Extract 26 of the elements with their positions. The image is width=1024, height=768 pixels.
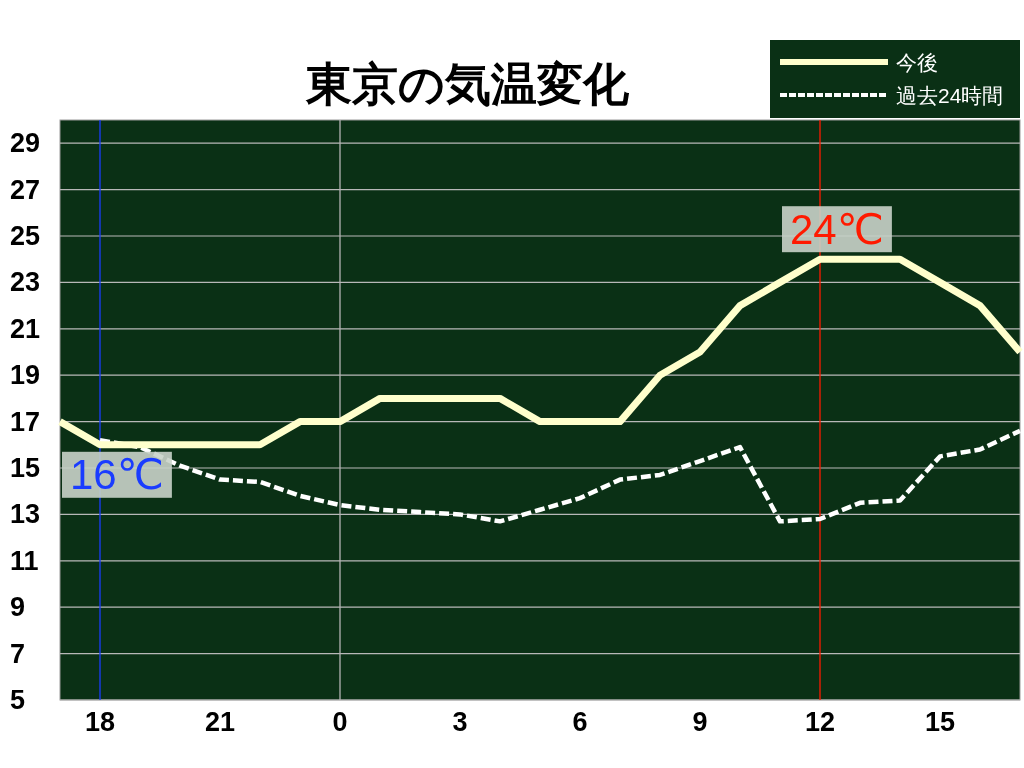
x-tick-label: 21 [204,707,236,737]
y-tick-label: 7 [10,638,26,669]
y-tick-label: 15 [10,453,41,483]
x-tick-label: 18 [84,707,116,737]
x-tick-label: 0 [332,707,348,737]
annotation: 16℃ [62,451,172,499]
x-tick-label: 6 [572,707,588,737]
y-tick-label: 17 [10,406,41,437]
y-tick-label: 29 [10,128,41,159]
y-tick-label: 21 [10,313,41,344]
x-tick-label: 3 [452,707,468,737]
chart-title: 東京の気温変化 [304,58,630,110]
y-tick-label: 9 [10,592,26,623]
legend-label: 過去24時間 [896,83,1004,107]
y-tick-label: 23 [10,267,41,298]
y-tick-label: 13 [10,499,41,530]
x-tick-label: 12 [804,707,836,737]
legend-label: 今後 [896,50,938,74]
y-tick-label: 5 [10,685,26,715]
x-tick-label: 9 [692,707,708,737]
y-tick-label: 27 [10,174,41,205]
x-tick-label: 15 [924,707,956,737]
y-tick-label: 25 [10,221,41,251]
y-tick-label: 19 [10,360,41,391]
annotation: 24℃ [782,205,892,253]
y-tick-label: 11 [10,545,39,576]
